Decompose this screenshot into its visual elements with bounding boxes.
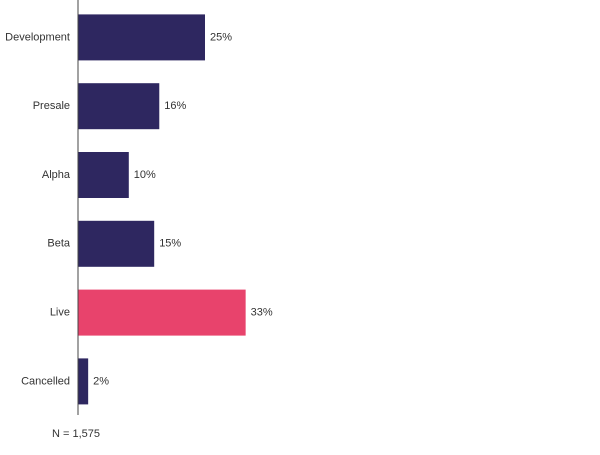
value-label: 33%: [251, 307, 273, 319]
bar: [78, 152, 129, 198]
value-label: 15%: [159, 238, 181, 250]
bar: [78, 358, 89, 405]
sample-note: N = 1,575: [52, 428, 100, 440]
bar: [78, 83, 160, 130]
category-label: Live: [50, 307, 70, 319]
value-label: 10%: [134, 169, 156, 181]
bar: [78, 220, 155, 267]
value-label: 16%: [164, 100, 186, 112]
bar: [78, 14, 205, 61]
bar: [78, 289, 246, 336]
value-label: 2%: [93, 375, 109, 387]
category-label: Development: [5, 31, 70, 43]
category-label: Cancelled: [21, 375, 70, 387]
category-label: Alpha: [42, 169, 71, 181]
value-label: 25%: [210, 31, 232, 43]
category-label: Presale: [33, 100, 70, 112]
category-label: Beta: [47, 238, 71, 250]
